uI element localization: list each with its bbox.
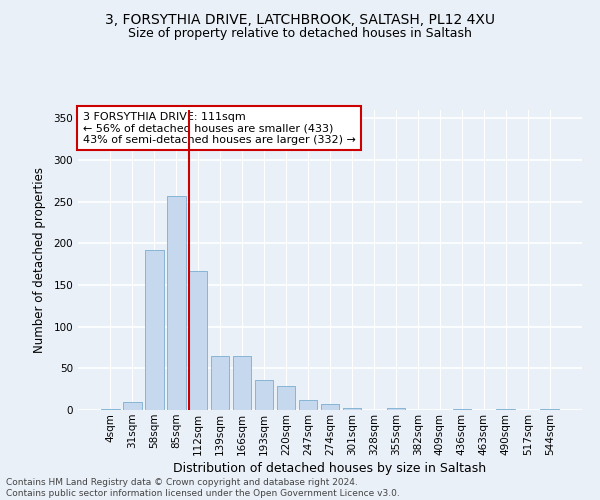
Y-axis label: Number of detached properties: Number of detached properties — [34, 167, 46, 353]
Bar — [101, 409, 119, 410]
Bar — [343, 408, 361, 410]
Text: 3 FORSYTHIA DRIVE: 111sqm
← 56% of detached houses are smaller (433)
43% of semi: 3 FORSYTHIA DRIVE: 111sqm ← 56% of detac… — [83, 112, 356, 144]
Text: Size of property relative to detached houses in Saltash: Size of property relative to detached ho… — [128, 28, 472, 40]
Bar — [123, 402, 142, 410]
Bar — [496, 409, 515, 410]
Bar — [167, 196, 185, 410]
Bar — [145, 250, 164, 410]
Text: 3, FORSYTHIA DRIVE, LATCHBROOK, SALTASH, PL12 4XU: 3, FORSYTHIA DRIVE, LATCHBROOK, SALTASH,… — [105, 12, 495, 26]
Bar — [277, 386, 295, 410]
Bar — [189, 271, 208, 410]
Bar — [452, 409, 471, 410]
Bar — [233, 356, 251, 410]
Bar — [320, 404, 340, 410]
Bar — [255, 380, 274, 410]
X-axis label: Distribution of detached houses by size in Saltash: Distribution of detached houses by size … — [173, 462, 487, 475]
Bar — [211, 356, 229, 410]
Text: Contains HM Land Registry data © Crown copyright and database right 2024.
Contai: Contains HM Land Registry data © Crown c… — [6, 478, 400, 498]
Bar — [299, 400, 317, 410]
Bar — [541, 409, 559, 410]
Bar — [386, 408, 405, 410]
